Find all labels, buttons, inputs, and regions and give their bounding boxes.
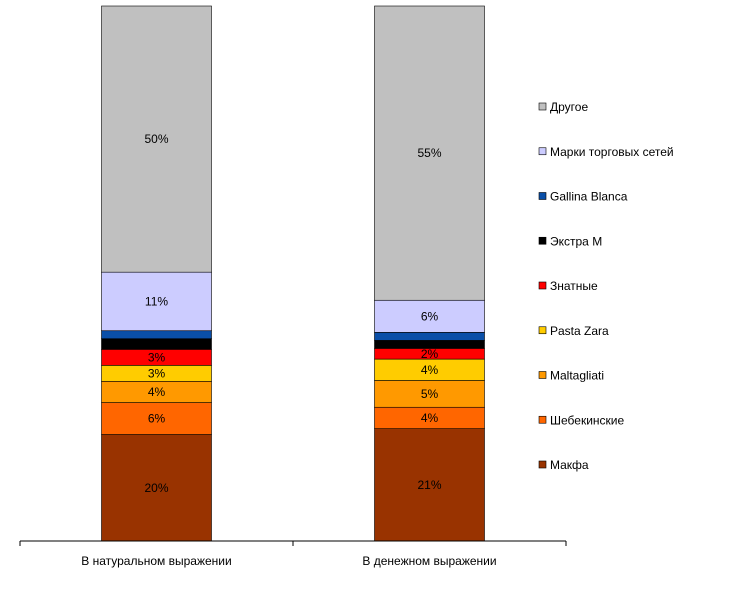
bar-segment xyxy=(101,338,212,350)
legend-label: Gallina Blanca xyxy=(550,190,628,204)
data-label: 6% xyxy=(421,309,439,323)
bar-segment xyxy=(374,299,485,333)
data-label: 55% xyxy=(417,146,441,160)
legend-label: Шебекинские xyxy=(550,413,624,427)
legend-swatch xyxy=(538,326,547,335)
bar-segment xyxy=(374,5,485,301)
bar-segment xyxy=(101,330,212,340)
legend-swatch xyxy=(538,415,547,424)
x-tick-label: В денежном выражении xyxy=(362,554,496,568)
data-label: 4% xyxy=(421,411,439,425)
legend-label: Экстра М xyxy=(550,234,602,248)
legend-label: Pasta Zara xyxy=(550,324,609,338)
bar-segment xyxy=(374,340,485,349)
data-label: 21% xyxy=(417,478,441,492)
legend-swatch xyxy=(538,236,547,245)
legend-label: Другое xyxy=(550,100,588,114)
legend-label: Марки торговых сетей xyxy=(550,145,674,159)
legend-label: Макфа xyxy=(550,458,589,472)
bar-segment xyxy=(101,434,212,542)
data-label: 3% xyxy=(148,350,166,364)
legend-swatch xyxy=(538,147,547,156)
data-label: 3% xyxy=(148,366,166,380)
bar-segment xyxy=(101,271,212,332)
data-label: 6% xyxy=(148,412,166,426)
legend: Другое Марки торговых сетей Gallina Blanca… xyxy=(538,100,674,472)
legend-label: Maltagliati xyxy=(550,369,604,383)
bar-segment xyxy=(374,332,485,341)
data-label: 2% xyxy=(421,347,439,361)
legend-label: Знатные xyxy=(550,279,598,293)
legend-swatch xyxy=(538,460,547,469)
data-label: 5% xyxy=(421,387,439,401)
x-axis: В натуральном выражении В денежном выраж… xyxy=(19,540,567,568)
data-label: 20% xyxy=(144,481,168,495)
data-label: 4% xyxy=(421,363,439,377)
x-tick-label: В натуральном выражении xyxy=(81,554,231,568)
bars-group: 20% 6% 4% 3% 3% 11% 50% 21% 4% 5% 4% 2% 6% 55% xyxy=(101,5,485,542)
bar-segment xyxy=(101,5,212,273)
bar-segment xyxy=(101,402,212,435)
data-label: 50% xyxy=(144,132,168,146)
legend-swatch xyxy=(538,281,547,290)
legend-swatch xyxy=(538,192,547,200)
legend-swatch xyxy=(538,371,547,379)
bar-segment xyxy=(374,380,485,408)
legend-swatch xyxy=(538,102,547,111)
data-label: 4% xyxy=(148,385,166,399)
data-label: 11% xyxy=(145,294,168,308)
